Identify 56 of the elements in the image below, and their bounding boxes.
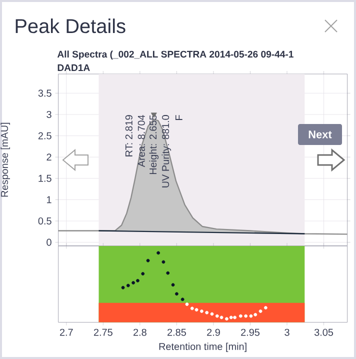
annotation: UV Purity: 881.0 bbox=[162, 115, 172, 188]
point bbox=[229, 316, 233, 320]
point bbox=[141, 272, 145, 276]
x-axis-title: Retention time [min] bbox=[159, 342, 246, 352]
y-tick-label: 2.5 bbox=[38, 132, 52, 140]
point bbox=[185, 302, 189, 306]
point bbox=[215, 314, 219, 318]
point bbox=[225, 317, 228, 321]
point bbox=[205, 310, 209, 314]
point bbox=[244, 314, 248, 318]
chart-subtitle: All Spectra (_002_ALL SPECTRA 2014-05-26 09-44-1 bbox=[57, 50, 294, 60]
x-tick-label: 2.8 bbox=[134, 328, 146, 336]
point bbox=[254, 312, 258, 316]
annotation: F bbox=[175, 115, 182, 120]
y-tick-label: 3.5 bbox=[38, 90, 52, 97]
point bbox=[249, 314, 253, 318]
point bbox=[264, 306, 268, 310]
annotation: Area: 8.704 bbox=[138, 114, 145, 168]
chart-title: Peak Details bbox=[16, 18, 126, 34]
x-tick-label: 3 bbox=[284, 328, 290, 336]
point bbox=[194, 308, 198, 312]
y-axis-title: Response [mAU] bbox=[0, 122, 10, 197]
point bbox=[220, 316, 224, 320]
point bbox=[200, 310, 204, 313]
point bbox=[258, 310, 262, 313]
y-tick-label: 0 bbox=[46, 238, 52, 246]
point bbox=[132, 281, 136, 284]
x-tick-label: 2.95 bbox=[241, 328, 260, 336]
x-tick-label: 2.9 bbox=[207, 328, 220, 336]
point bbox=[136, 278, 140, 282]
x-tick-label: 3.05 bbox=[314, 328, 334, 336]
x-tick-label: 2.85 bbox=[168, 328, 186, 336]
point bbox=[238, 314, 242, 318]
point bbox=[210, 312, 214, 316]
annotation: Height: 2.655 bbox=[149, 115, 159, 174]
point bbox=[126, 284, 130, 288]
point bbox=[190, 306, 194, 310]
point bbox=[180, 298, 184, 302]
point bbox=[121, 286, 125, 290]
point bbox=[174, 292, 178, 296]
point bbox=[146, 258, 150, 262]
point bbox=[171, 283, 175, 287]
y-tick-label: 1.5 bbox=[38, 174, 52, 182]
x-tick-label: 2.75 bbox=[94, 328, 112, 336]
point bbox=[162, 260, 166, 264]
y-tick-label: 2 bbox=[46, 154, 52, 161]
y-tick-label: 3 bbox=[46, 110, 52, 118]
text: DAD1A bbox=[58, 64, 90, 71]
annotation: RT: 2.819 bbox=[125, 115, 132, 156]
annotation: Next bbox=[308, 130, 332, 138]
x-tick-label: 2.7 bbox=[60, 328, 73, 336]
y-tick-label: 0.5 bbox=[38, 217, 52, 225]
point bbox=[166, 271, 170, 275]
y-tick-label: 1 bbox=[47, 196, 52, 204]
point bbox=[233, 316, 236, 320]
point bbox=[156, 251, 160, 255]
